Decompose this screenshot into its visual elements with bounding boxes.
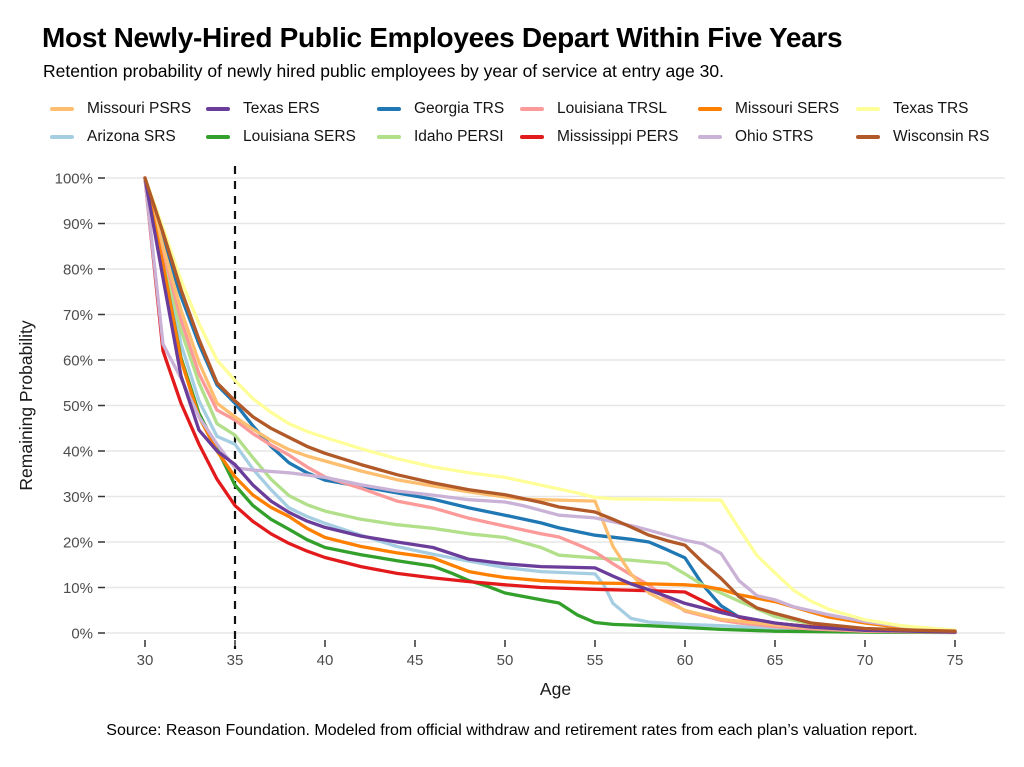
legend-key-georgia-trs-icon (377, 107, 401, 111)
series-line-texas-trs (143, 176, 957, 632)
y-axis-title: Remaining Probability (16, 320, 36, 490)
legend-key-texas-ers-icon (206, 107, 230, 111)
series-line-ohio-strs (143, 176, 957, 632)
x-axis-title: Age (540, 679, 571, 699)
series-line-missouri-psrs (143, 176, 957, 634)
source-note: Source: Reason Foundation. Modeled from … (106, 722, 918, 739)
x-tick-label: 55 (587, 652, 604, 669)
series-line-texas-ers (143, 176, 957, 634)
legend-key-missouri-sers-icon (698, 107, 722, 111)
series-line-missouri-sers (143, 176, 957, 634)
legend-item-missouri-sers: Missouri SERS (698, 98, 839, 120)
legend-label-louisiana-sers: Louisiana SERS (243, 128, 356, 145)
legend-key-idaho-persi-icon (377, 135, 401, 139)
x-tick-label: 45 (407, 652, 424, 669)
chart-title: Most Newly-Hired Public Employees Depart… (42, 22, 843, 53)
legend-label-texas-trs: Texas TRS (893, 100, 969, 117)
y-tick-label: 50% (63, 398, 93, 415)
legend-label-mississippi-pers: Mississippi PERS (557, 128, 679, 145)
series-line-louisiana-sers (143, 176, 957, 635)
x-tick-label: 75 (947, 652, 964, 669)
legend-label-idaho-persi: Idaho PERSI (414, 128, 504, 145)
y-tick-label: 70% (63, 307, 93, 324)
legend-item-arizona-srs: Arizona SRS (50, 126, 176, 148)
legend-item-louisiana-trsl: Louisiana TRSL (520, 98, 667, 120)
y-tick-label: 30% (63, 489, 93, 506)
legend-item-texas-trs: Texas TRS (856, 98, 969, 120)
chart-legend: Missouri PSRS Texas ERS Georgia TRS Louisia… (0, 98, 1024, 154)
legend-key-louisiana-trsl-icon (520, 107, 544, 111)
series-line-idaho-persi (143, 176, 957, 634)
x-tick-label: 60 (677, 652, 694, 669)
y-tick-label: 60% (63, 353, 93, 370)
legend-key-arizona-srs-icon (50, 135, 74, 139)
y-tick-label: 90% (63, 216, 93, 233)
legend-label-wisconsin-rs: Wisconsin RS (893, 128, 990, 145)
legend-key-mississippi-pers-icon (520, 135, 544, 139)
x-tick-label: 70 (857, 652, 874, 669)
legend-label-georgia-trs: Georgia TRS (414, 100, 505, 117)
x-tick-label: 35 (227, 652, 244, 669)
legend-key-louisiana-sers-icon (206, 135, 230, 139)
legend-item-ohio-strs: Ohio STRS (698, 126, 813, 148)
y-tick-label: 20% (63, 535, 93, 552)
legend-label-texas-ers: Texas ERS (243, 100, 320, 117)
legend-key-wisconsin-rs-icon (856, 135, 880, 139)
series-line-wisconsin-rs (143, 176, 957, 633)
legend-key-ohio-strs-icon (698, 135, 722, 139)
chart-subtitle: Retention probability of newly hired pub… (43, 61, 724, 81)
y-tick-label: 100% (55, 171, 93, 188)
legend-label-missouri-psrs: Missouri PSRS (87, 100, 192, 117)
legend-item-georgia-trs: Georgia TRS (377, 98, 504, 120)
x-tick-label: 50 (497, 652, 514, 669)
legend-key-texas-trs-icon (856, 107, 880, 111)
x-tick-label: 65 (767, 652, 784, 669)
legend-item-texas-ers: Texas ERS (206, 98, 320, 120)
y-tick-label: 0% (71, 626, 93, 643)
y-tick-label: 80% (63, 262, 93, 279)
legend-key-missouri-psrs-icon (50, 107, 74, 111)
legend-item-wisconsin-rs: Wisconsin RS (856, 126, 989, 148)
legend-label-missouri-sers: Missouri SERS (735, 100, 840, 117)
legend-item-mississippi-pers: Mississippi PERS (520, 126, 678, 148)
x-tick-label: 40 (317, 652, 334, 669)
series-line-arizona-srs (143, 176, 957, 634)
legend-item-louisiana-sers: Louisiana SERS (206, 126, 356, 148)
legend-item-idaho-persi: Idaho PERSI (377, 126, 504, 148)
legend-item-missouri-psrs: Missouri PSRS (50, 98, 191, 120)
y-tick-label: 10% (63, 580, 93, 597)
legend-label-louisiana-trsl: Louisiana TRSL (557, 100, 668, 117)
legend-label-ohio-strs: Ohio STRS (735, 128, 814, 145)
y-tick-label: 40% (63, 444, 93, 461)
legend-label-arizona-srs: Arizona SRS (87, 128, 176, 145)
x-tick-label: 30 (137, 652, 154, 669)
